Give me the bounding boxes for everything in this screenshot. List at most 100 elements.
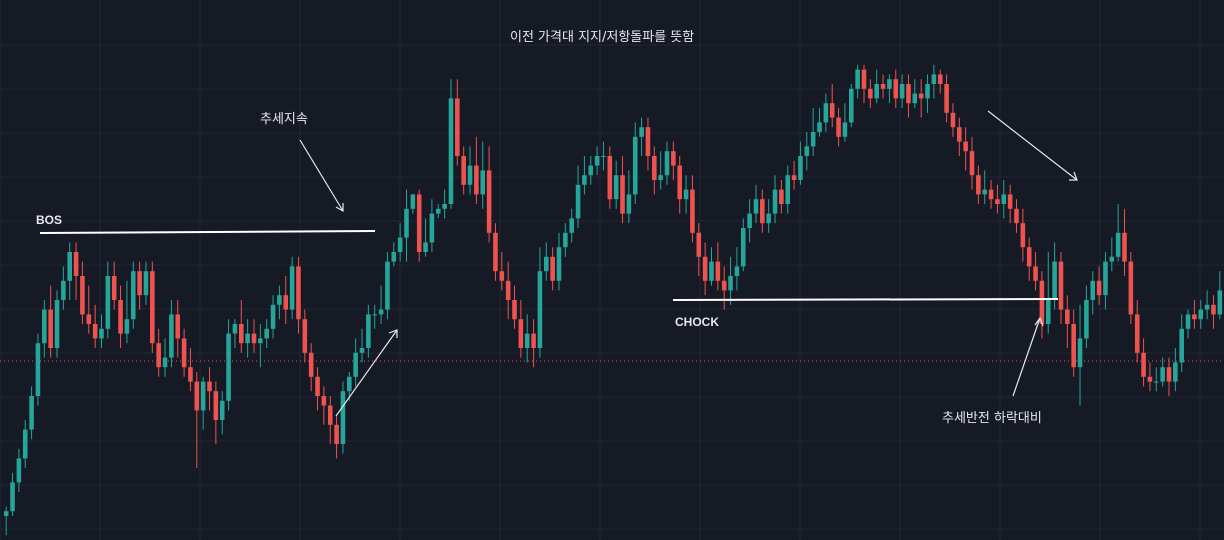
candle <box>42 300 47 358</box>
candle-body-down <box>1128 261 1134 315</box>
candle <box>385 252 390 320</box>
candle-body-down <box>696 232 702 257</box>
candle <box>391 242 397 267</box>
candle <box>696 223 702 276</box>
trend-reversal-label: 추세반전 하락대비 <box>942 411 1042 426</box>
candle-body-down <box>512 300 517 320</box>
candle <box>80 261 85 324</box>
candle-body-up <box>480 170 486 195</box>
candle-body-down <box>779 189 784 204</box>
candle-body-down <box>327 405 333 425</box>
candle <box>772 175 778 224</box>
candle-body-up <box>753 199 759 214</box>
candle <box>868 79 873 108</box>
candle-body-down <box>1065 309 1070 324</box>
candle <box>556 232 562 291</box>
candle <box>1090 271 1096 315</box>
candle-body-up <box>537 271 543 348</box>
candle <box>683 175 689 214</box>
candle-body-down <box>238 324 244 344</box>
candle-body-up <box>391 252 397 262</box>
candle-body-up <box>264 328 269 339</box>
candle <box>86 285 92 334</box>
candle <box>982 170 988 204</box>
candle <box>327 396 333 444</box>
candle-body-down <box>1134 314 1140 353</box>
candle <box>518 300 524 358</box>
candle-body-up <box>1217 290 1223 315</box>
candle <box>143 261 149 305</box>
candle <box>277 285 282 320</box>
candle-body-up <box>601 156 606 157</box>
candle <box>499 252 505 291</box>
candle-body-down <box>715 261 721 281</box>
candle-body-down <box>1058 261 1064 310</box>
candle <box>232 319 238 348</box>
candle-body-down <box>1166 367 1172 382</box>
candle-body-up <box>232 324 238 334</box>
candle <box>1160 357 1165 387</box>
candle-body-down <box>315 376 320 396</box>
candle <box>1096 266 1102 305</box>
candle-body-down <box>944 84 949 113</box>
candle-body-down <box>829 103 835 118</box>
candle-body-up <box>130 271 136 320</box>
candle <box>1134 300 1140 363</box>
candle <box>950 103 956 137</box>
candle <box>175 300 181 358</box>
candle <box>1192 300 1197 329</box>
chart-title: 이전 가격대 지지/저항돌파를 뜻함 <box>510 30 694 45</box>
candle <box>715 242 721 291</box>
candle <box>1103 252 1108 310</box>
candle <box>918 79 924 118</box>
candle <box>150 261 155 353</box>
candle <box>29 386 34 440</box>
candle-body-up <box>1160 367 1165 382</box>
candle-body-down <box>86 314 92 324</box>
candle <box>378 285 384 324</box>
candle-body-up <box>1103 261 1108 296</box>
candle <box>1217 271 1223 320</box>
candle-body-down <box>302 319 308 353</box>
candle <box>550 247 555 291</box>
candle-body-up <box>874 84 879 99</box>
candle-body-up <box>747 213 752 228</box>
candle-body-down <box>988 189 994 200</box>
candle-body-down <box>296 266 301 320</box>
candle-body-up <box>61 280 66 300</box>
candle-body-down <box>80 276 85 315</box>
candle-body-down <box>677 165 683 200</box>
candle-body-down <box>531 333 536 348</box>
candle-body-down <box>518 319 524 348</box>
candle-body-up <box>798 156 803 180</box>
candle-body-down <box>505 280 511 300</box>
candle-body-up <box>200 381 206 411</box>
candle <box>543 242 549 281</box>
candle-body-down <box>150 271 155 344</box>
candle-body-up <box>10 482 15 512</box>
candle <box>728 256 733 305</box>
candle-body-down <box>836 117 841 137</box>
candle-body-down <box>690 189 695 233</box>
candle-body-up <box>734 266 740 276</box>
candle <box>207 367 212 411</box>
candle <box>601 141 606 171</box>
candle-body-up <box>3 511 9 516</box>
candle-body-up <box>582 175 587 185</box>
candle <box>258 324 263 368</box>
candle <box>632 122 638 204</box>
candle <box>3 506 9 536</box>
candle <box>238 300 244 353</box>
candle <box>836 108 841 147</box>
candle-body-up <box>1052 261 1057 300</box>
candle-body-up <box>35 343 41 396</box>
candle-body-up <box>226 333 231 401</box>
candle-body-down <box>868 88 873 99</box>
candle <box>1039 271 1045 339</box>
candle <box>645 117 651 171</box>
candle-body-up <box>594 156 600 166</box>
candle <box>563 223 568 257</box>
candle <box>957 117 962 156</box>
candle-body-up <box>626 194 632 214</box>
candle <box>1173 348 1178 392</box>
